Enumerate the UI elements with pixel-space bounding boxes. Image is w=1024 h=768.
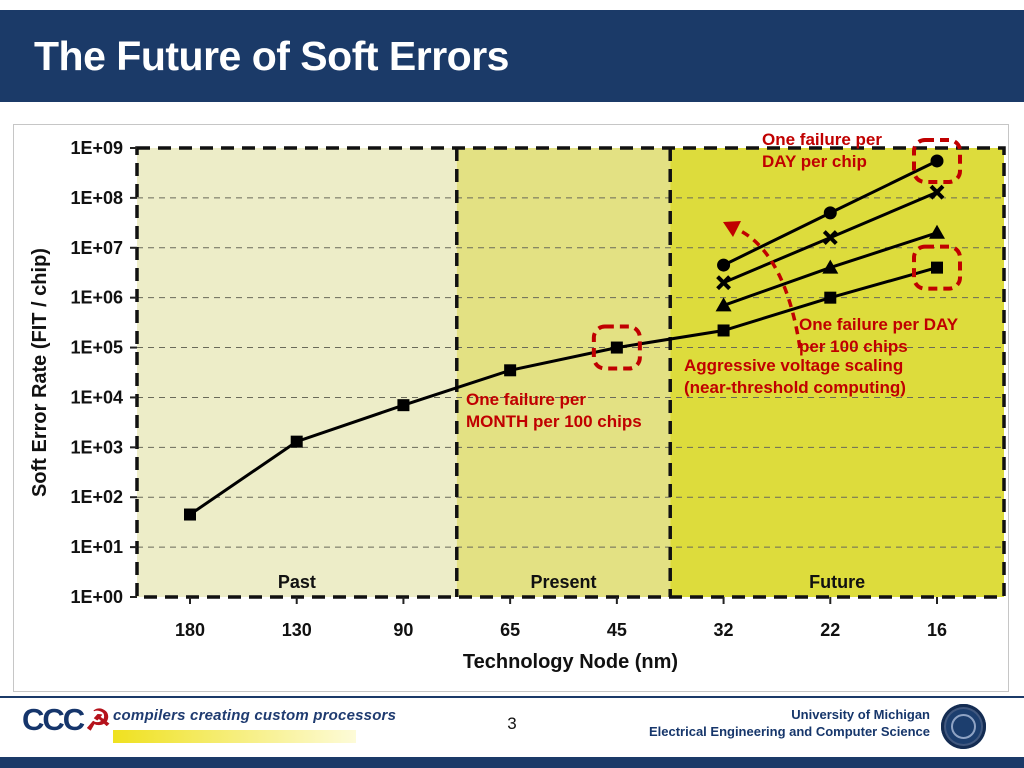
marker-square — [290, 435, 303, 448]
region-label: Present — [530, 572, 596, 592]
slide-header: The Future of Soft Errors — [0, 10, 1024, 102]
affiliation-block: University of Michigan Electrical Engine… — [649, 706, 930, 740]
marker-square — [397, 399, 410, 412]
bottom-bar — [0, 757, 1024, 768]
region-label: Future — [809, 572, 865, 592]
cccp-logo-text: CCC — [22, 702, 85, 737]
marker-square — [504, 364, 517, 377]
highlight-box — [912, 244, 962, 291]
chart-annotation: One failure per DAY per chip — [762, 130, 882, 171]
chart-series — [184, 154, 945, 521]
marker-x — [929, 184, 945, 200]
hammer-sickle-icon: ☭ — [85, 705, 112, 737]
marker-square — [184, 508, 196, 521]
cccp-logo: CCC☭ — [22, 702, 111, 738]
marker-triangle — [715, 297, 732, 312]
voltage-scaling-arrow — [736, 227, 802, 349]
marker-circle — [717, 258, 731, 272]
x-tick-label: 45 — [607, 620, 627, 640]
umich-seal — [941, 704, 986, 749]
chart-axes: 1E+00 1E+01 1E+02 1E+03 1E+04 1E+05 1E+06 1E+07… — [29, 138, 947, 673]
y-tick-label: 1E+04 — [70, 387, 123, 407]
chart-gridlines — [135, 146, 1006, 599]
region-label: Past — [278, 572, 316, 592]
x-tick-label: 180 — [175, 620, 205, 640]
marker-triangle — [929, 224, 945, 239]
slide-title: The Future of Soft Errors — [34, 32, 509, 79]
arrowhead — [723, 221, 741, 237]
affiliation-line2: Electrical Engineering and Computer Scie… — [648, 724, 930, 739]
marker-x — [822, 230, 838, 246]
x-tick-label: 16 — [927, 620, 947, 640]
plot-border — [135, 146, 1006, 599]
y-tick-label: 1E+06 — [70, 288, 123, 308]
y-axis-title: Soft Error Rate (FIT / chip) — [29, 248, 51, 497]
cccp-tagline: compilers creating custom processors — [113, 707, 397, 724]
chart-annotation: Aggressive voltage scaling (near-threshol… — [684, 356, 906, 397]
region-fill — [137, 148, 457, 597]
y-tick-label: 1E+07 — [70, 238, 123, 258]
marker-square — [931, 261, 943, 274]
chart-regions: Past Present Future — [137, 148, 1004, 597]
footer-divider — [0, 696, 1024, 698]
marker-triangle — [822, 259, 839, 274]
marker-circle — [930, 154, 944, 168]
y-tick-label: 1E+09 — [70, 138, 123, 158]
soft-error-chart: Past Present Future1E+001E+011E+021E+031E+… — [29, 130, 1006, 673]
chart-annotations: One failure per DAY per chip One failure p… — [466, 130, 962, 431]
x-tick-label: 90 — [393, 620, 413, 640]
x-tick-label: 65 — [500, 620, 520, 640]
y-tick-label: 1E+08 — [70, 188, 123, 208]
umich-seal-ring — [951, 714, 976, 739]
marker-square — [824, 291, 837, 304]
y-tick-label: 1E+00 — [70, 587, 123, 607]
affiliation-line1: University of Michigan — [791, 707, 930, 722]
x-tick-label: 22 — [820, 620, 840, 640]
marker-square — [717, 324, 730, 337]
x-axis-title: Technology Node (nm) — [463, 651, 678, 673]
y-tick-label: 1E+05 — [70, 338, 123, 358]
x-tick-label: 130 — [282, 620, 312, 640]
tagline-underline-bar — [113, 730, 356, 743]
page-number: 3 — [507, 714, 517, 733]
series-line-square — [189, 266, 938, 516]
chart-annotation: One failure per DAY per 100 chips — [799, 315, 959, 356]
marker-x — [716, 275, 731, 291]
region-fill — [456, 148, 671, 597]
marker-square — [610, 341, 623, 354]
marker-circle — [823, 206, 837, 220]
y-tick-label: 1E+03 — [70, 437, 123, 457]
chart-annotation: One failure per MONTH per 100 chips — [466, 390, 642, 431]
x-tick-label: 32 — [714, 620, 734, 640]
highlight-box — [912, 137, 962, 184]
y-tick-label: 1E+02 — [70, 487, 123, 507]
y-tick-label: 1E+01 — [70, 537, 123, 557]
highlight-box — [591, 324, 642, 371]
